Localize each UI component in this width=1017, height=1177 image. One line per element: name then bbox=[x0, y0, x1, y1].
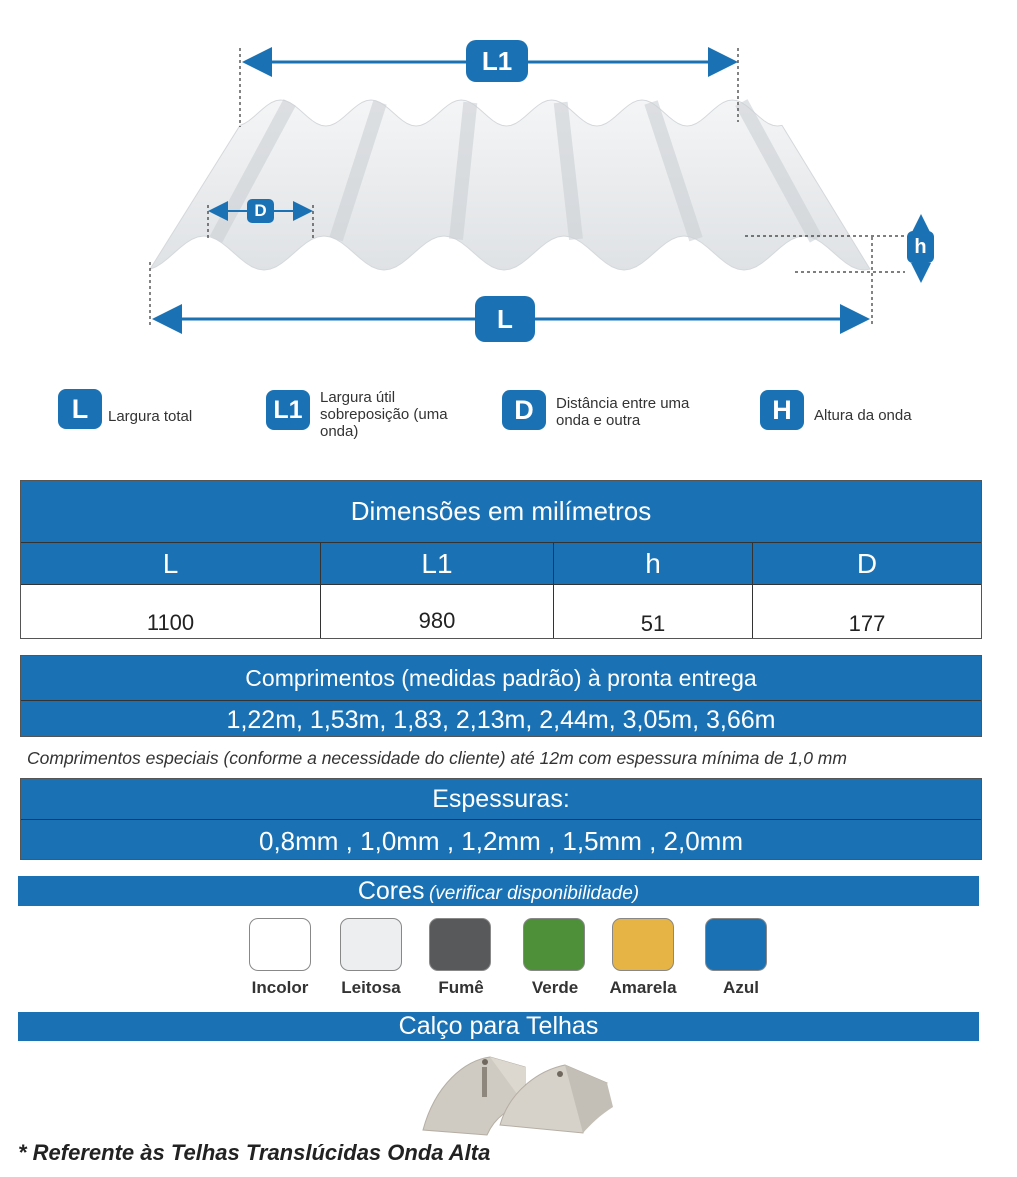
swatch-fume bbox=[429, 918, 491, 971]
value-l: 1100 bbox=[21, 585, 321, 638]
swatch-verde bbox=[523, 918, 585, 971]
colors-title-bar: Cores (verificar disponibilidade) bbox=[18, 876, 979, 906]
header-l: L bbox=[21, 543, 321, 584]
corrugated-sheet bbox=[148, 99, 871, 271]
wave-shadow bbox=[449, 101, 478, 240]
swatch-incolor bbox=[249, 918, 311, 971]
lengths-table: Comprimentos (medidas padrão) à pronta e… bbox=[20, 655, 982, 737]
thickness-values: 0,8mm , 1,0mm , 1,2mm , 1,5mm , 2,0mm bbox=[259, 826, 743, 856]
legend-text-d: Distância entre uma onda e outra bbox=[556, 395, 690, 429]
swatch-label: Amarela bbox=[609, 978, 677, 997]
h-dimension-badge: h bbox=[907, 231, 934, 263]
header-l1: L1 bbox=[321, 543, 554, 584]
legend-badge-l: L bbox=[58, 389, 102, 429]
header-h: h bbox=[554, 543, 753, 584]
legend-badge-d: D bbox=[502, 390, 546, 430]
dimension-guides bbox=[149, 48, 905, 326]
value-h: 51 bbox=[554, 585, 753, 638]
header-d: D bbox=[856, 547, 878, 579]
swatch-leitosa bbox=[340, 918, 402, 971]
lengths-values: 1,22m, 1,53m, 1,83, 2,13m, 2,44m, 3,05m,… bbox=[226, 706, 776, 734]
shim-title: Calço para Telhas bbox=[18, 1012, 979, 1041]
l-dimension-badge: L bbox=[475, 296, 535, 342]
footnote: * Referente às Telhas Translúcidas Onda … bbox=[18, 1140, 491, 1165]
swatch-label: Fumê bbox=[438, 978, 484, 997]
wave-shadow bbox=[644, 100, 703, 242]
wave-shadow bbox=[329, 100, 387, 242]
dimensions-value-row: 1100 980 51 177 bbox=[21, 585, 981, 638]
lengths-note: Comprimentos especiais (conforme a neces… bbox=[27, 748, 847, 768]
legend-text-l1: Largura útil sobreposição (uma onda) bbox=[320, 389, 448, 440]
legend-text-l: Largura total bbox=[108, 408, 193, 425]
swatch-label: Incolor bbox=[251, 978, 309, 997]
l1-dimension-badge: L1 bbox=[466, 40, 528, 82]
swatch-label: Azul bbox=[723, 978, 759, 997]
thickness-title: Espessuras: bbox=[21, 779, 981, 820]
wave-shadow bbox=[735, 99, 823, 243]
thickness-table: Espessuras: 0,8mm , 1,0mm , 1,2mm , 1,5m… bbox=[20, 778, 982, 860]
d-dimension-badge: D bbox=[247, 199, 274, 223]
value-l1: 980 bbox=[321, 585, 554, 638]
wave-shading bbox=[209, 99, 823, 243]
dimensions-table: Dimensões em milímetros L L1 h D 1100 98… bbox=[20, 480, 982, 639]
swatch-amarela bbox=[612, 918, 674, 971]
value-d: 177 bbox=[848, 610, 886, 636]
wave-shadow bbox=[553, 101, 583, 241]
colors-subtitle: (verificar disponibilidade) bbox=[428, 883, 640, 904]
dimensions-header-row: L L1 h D bbox=[21, 543, 981, 585]
legend-text-h: Altura da onda bbox=[814, 407, 912, 424]
swatch-azul bbox=[705, 918, 767, 971]
lengths-title: Comprimentos (medidas padrão) à pronta e… bbox=[21, 656, 981, 701]
swatch-label: Verde bbox=[531, 978, 579, 997]
dimensions-title: Dimensões em milímetros bbox=[21, 481, 981, 543]
legend-badge-l1: L1 bbox=[266, 390, 310, 430]
shim-image bbox=[422, 1056, 613, 1136]
colors-title: Cores bbox=[357, 877, 425, 905]
swatch-label: Leitosa bbox=[341, 978, 401, 997]
legend-badge-h: H bbox=[760, 390, 804, 430]
